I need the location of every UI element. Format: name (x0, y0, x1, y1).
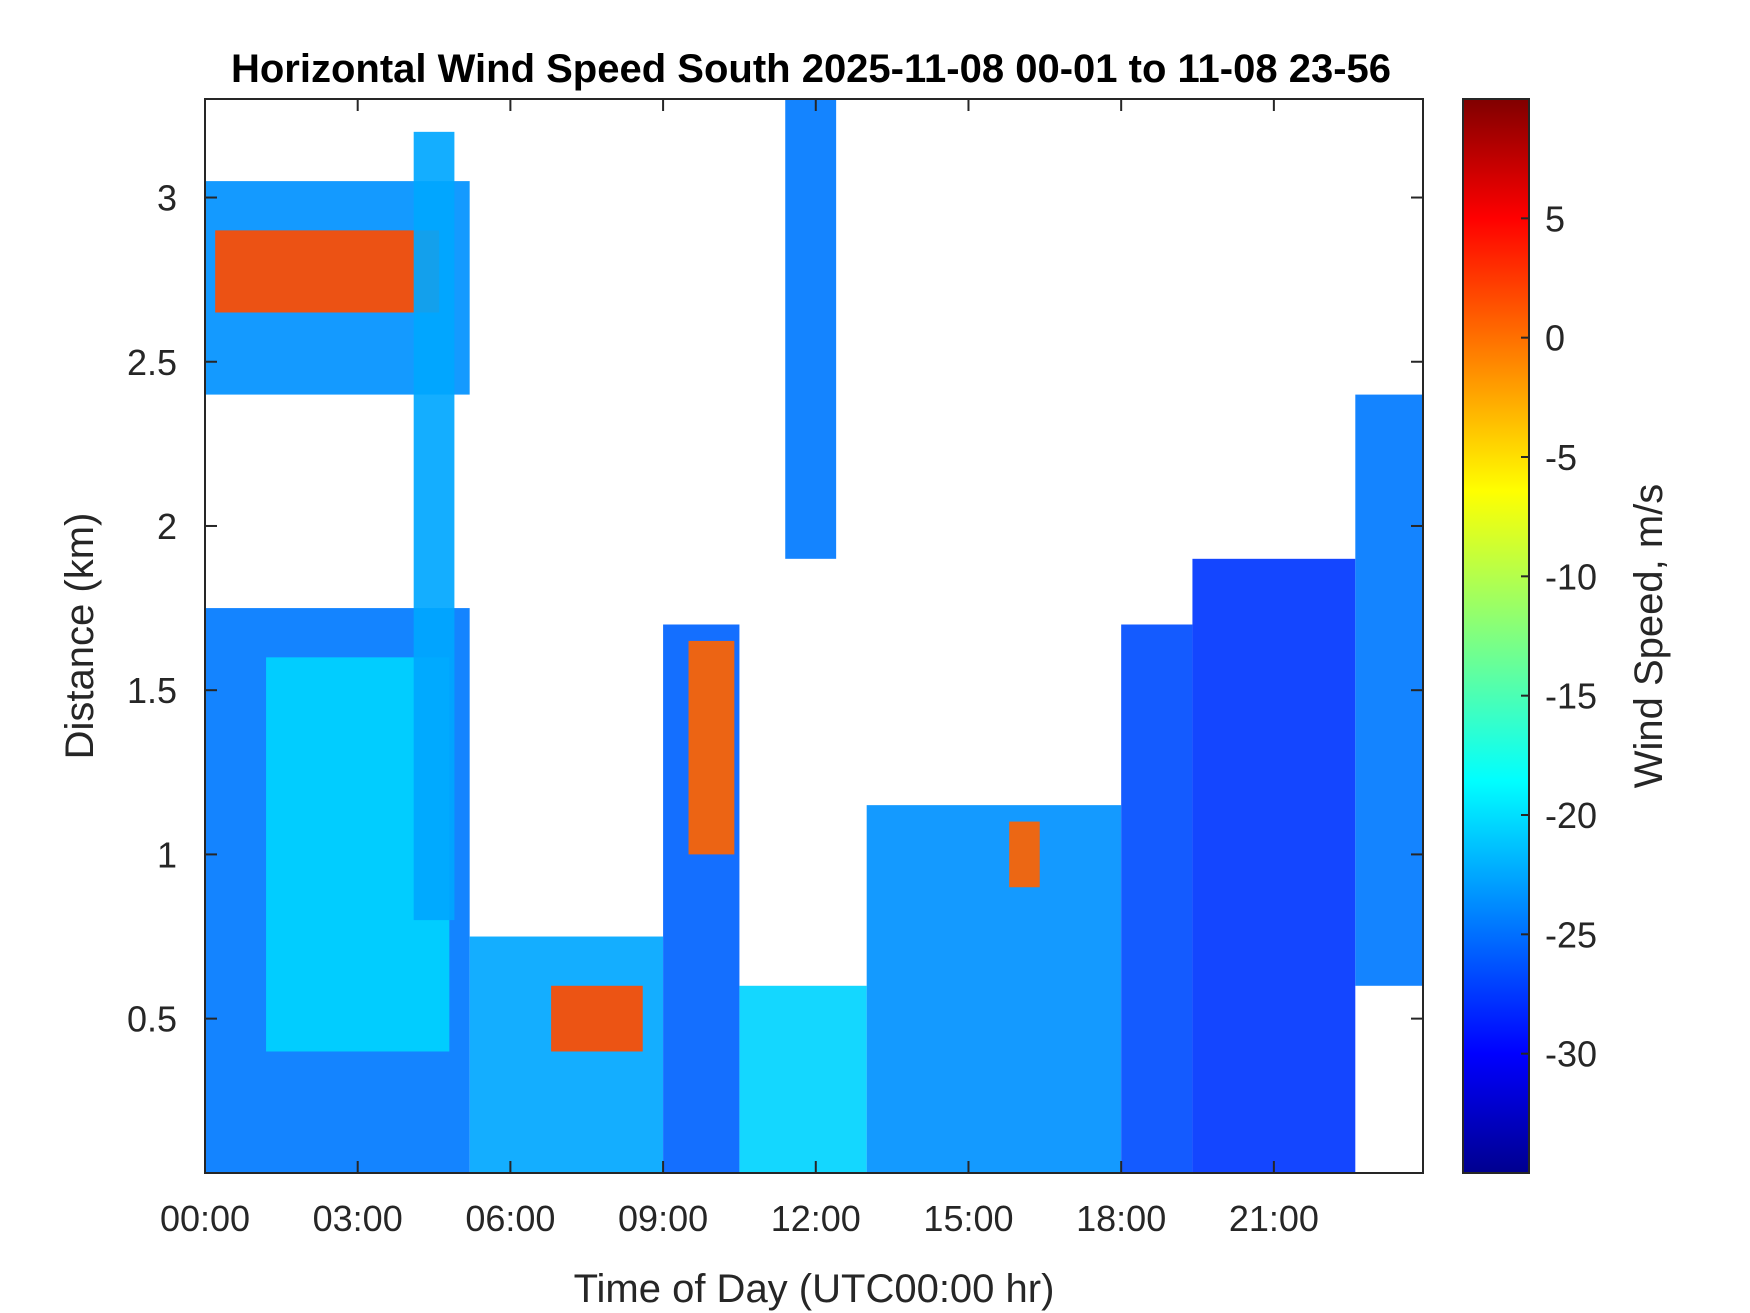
x-tick-label-3: 09:00 (618, 1198, 708, 1239)
y-tick-label-0: 0.5 (127, 999, 177, 1040)
heatmap-region-3 (215, 230, 440, 313)
colorbar-label: Wind Speed, m/s (1627, 484, 1671, 789)
x-tick-label-4: 12:00 (771, 1198, 861, 1239)
colorbar-tick-label-0: 5 (1545, 198, 1565, 239)
x-tick-label-1: 03:00 (313, 1198, 403, 1239)
heatmap-region-4 (413, 131, 455, 921)
colorbar (1462, 98, 1530, 1174)
y-tick-label-5: 3 (157, 178, 177, 219)
heatmap-region-8 (688, 640, 735, 855)
colorbar-ticks: 5 0 -5 -10 -15 -20 -25 -30 (1521, 198, 1597, 1075)
x-tick-label-0: 00:00 (160, 1198, 250, 1239)
x-tick-label-2: 06:00 (465, 1198, 555, 1239)
colorbar-tick-label-7: -30 (1545, 1034, 1597, 1075)
x-tick-label-5: 15:00 (923, 1198, 1013, 1239)
heatmap-region-9 (739, 985, 867, 1173)
heatmap-region-14 (1192, 558, 1356, 1173)
heatmap-region-6 (551, 985, 643, 1052)
heatmap (205, 99, 1423, 1173)
colorbar-tick-label-3: -10 (1545, 556, 1597, 597)
colorbar-tick-label-1: 0 (1545, 318, 1565, 359)
y-tick-label-1: 1 (157, 834, 177, 875)
chart-title: Horizontal Wind Speed South 2025-11-08 0… (231, 47, 1391, 91)
colorbar-tick-label-4: -15 (1545, 676, 1597, 717)
x-tick-label-6: 18:00 (1076, 1198, 1166, 1239)
heatmap-region-13 (1121, 624, 1193, 1173)
colorbar-tick-label-5: -20 (1545, 795, 1597, 836)
heatmap-region-12 (1009, 821, 1040, 888)
x-tick-label-7: 21:00 (1229, 1198, 1319, 1239)
plot-frame (204, 98, 1424, 1174)
heatmap-region-5 (469, 936, 664, 1173)
heatmap-region-10 (785, 99, 837, 559)
colorbar-tick-label-6: -25 (1545, 914, 1597, 955)
y-axis: 0.5 1 1.5 2 2.5 3 (127, 178, 1423, 1040)
x-axis-label: Time of Day (UTC00:00 hr) (574, 1267, 1055, 1311)
y-tick-label-4: 2.5 (127, 342, 177, 383)
colorbar-tick-label-2: -5 (1545, 437, 1577, 478)
y-tick-label-2: 1.5 (127, 670, 177, 711)
heatmap-region-11 (866, 805, 1122, 1173)
y-axis-label: Distance (km) (58, 513, 102, 760)
x-axis: 00:00 03:00 06:00 09:00 12:00 15:00 18:00 21:00 (160, 99, 1319, 1239)
y-tick-label-3: 2 (157, 506, 177, 547)
